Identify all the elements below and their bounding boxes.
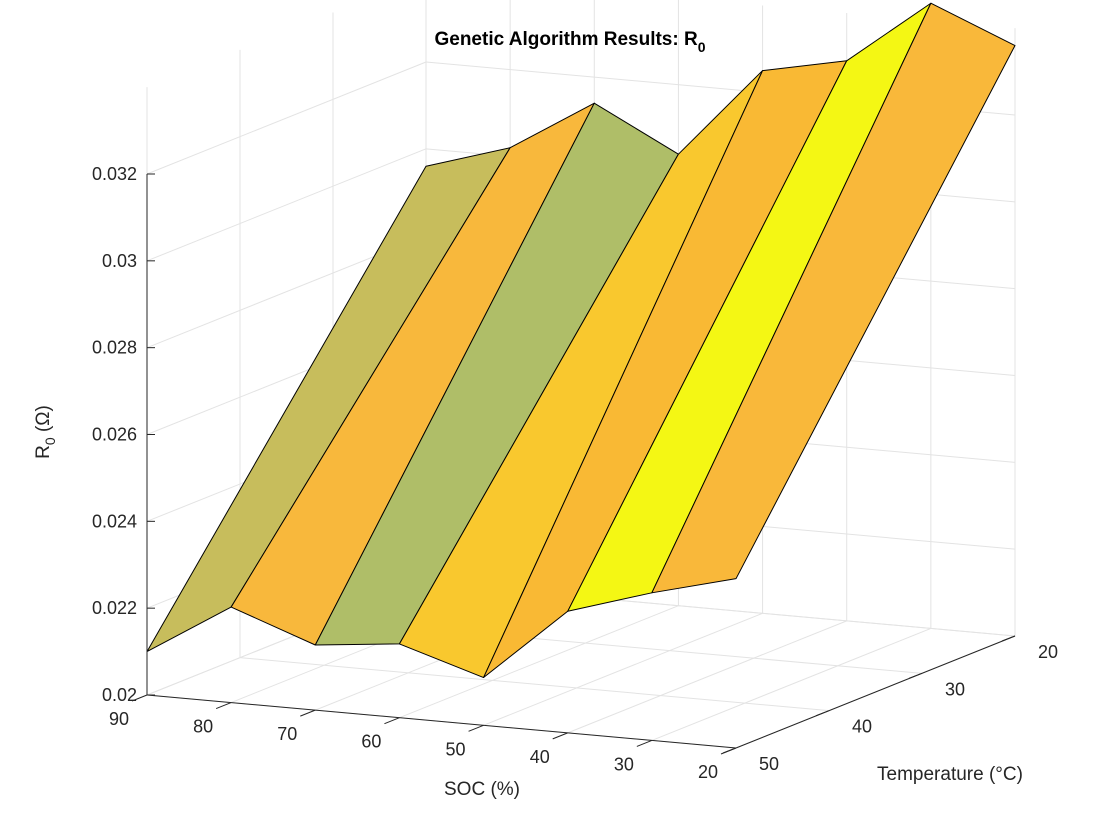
surface-face [651, 2, 1016, 594]
z-tick-label: 0.032 [92, 164, 137, 184]
x-tick-label: 40 [530, 747, 550, 767]
x-tick-label: 30 [614, 754, 634, 774]
z-tick-label: 0.024 [92, 511, 137, 531]
z-tick-label: 0.02 [102, 685, 137, 705]
chart-title: Genetic Algorithm Results: R0 [434, 29, 705, 55]
x-tick-label: 20 [698, 762, 718, 782]
y-tick-label: 30 [945, 679, 965, 699]
z-tick-label: 0.028 [92, 338, 137, 358]
y-tick-label: 50 [759, 754, 779, 774]
y-axis-label: Temperature (°C) [877, 764, 1023, 785]
y-tick-label: 20 [1038, 642, 1058, 662]
grid-line [483, 612, 763, 726]
z-axis-label: R0 (Ω) [33, 405, 58, 459]
x-tick-label: 70 [277, 724, 297, 744]
y-tick [722, 747, 737, 754]
x-tick [300, 709, 316, 717]
y-tick-label: 40 [852, 717, 872, 737]
x-tick-label: 80 [193, 717, 213, 737]
axis-layer: 90 80 70 60 50 40 30 20 20 30 40 50 0.02 0.022 0.024 0.… [92, 164, 1058, 782]
grid-line [651, 627, 932, 741]
x-tick [468, 724, 484, 732]
x-axis-label: SOC (%) [444, 779, 520, 800]
x-axis-line [146, 694, 737, 749]
x-tick [131, 694, 148, 702]
x-tick [384, 717, 400, 725]
z-tick-label: 0.022 [92, 598, 137, 618]
x-tick [215, 702, 232, 710]
x-tick-label: 50 [446, 739, 466, 759]
grid-line [399, 605, 679, 719]
y-axis-line [735, 635, 1016, 749]
y-tick [1001, 635, 1016, 642]
x-tick-label: 90 [109, 709, 129, 729]
z-tick-label: 0.026 [92, 425, 137, 445]
x-tick-label: 60 [361, 732, 381, 752]
z-tick-label: 0.03 [102, 251, 137, 271]
x-tick [552, 732, 568, 740]
y-tick [908, 672, 923, 679]
grid-line [146, 148, 427, 262]
surface-layer [146, 2, 1016, 679]
grid-line [567, 620, 847, 734]
grid-line [239, 657, 830, 712]
x-tick [636, 739, 653, 747]
y-tick [815, 710, 830, 717]
grid-line [146, 61, 427, 175]
